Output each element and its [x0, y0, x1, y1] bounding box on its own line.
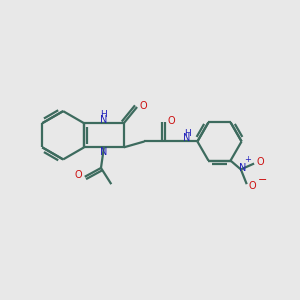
Text: N: N — [183, 133, 191, 143]
Text: O: O — [139, 100, 147, 110]
Text: +: + — [244, 155, 251, 164]
Text: N: N — [100, 147, 108, 157]
Text: O: O — [257, 157, 264, 167]
Text: O: O — [248, 181, 256, 190]
Text: −: − — [258, 175, 268, 185]
Text: H: H — [184, 129, 190, 138]
Text: H: H — [100, 110, 107, 119]
Text: O: O — [167, 116, 175, 126]
Text: O: O — [74, 170, 82, 180]
Text: N: N — [238, 163, 246, 173]
Text: N: N — [100, 115, 108, 125]
